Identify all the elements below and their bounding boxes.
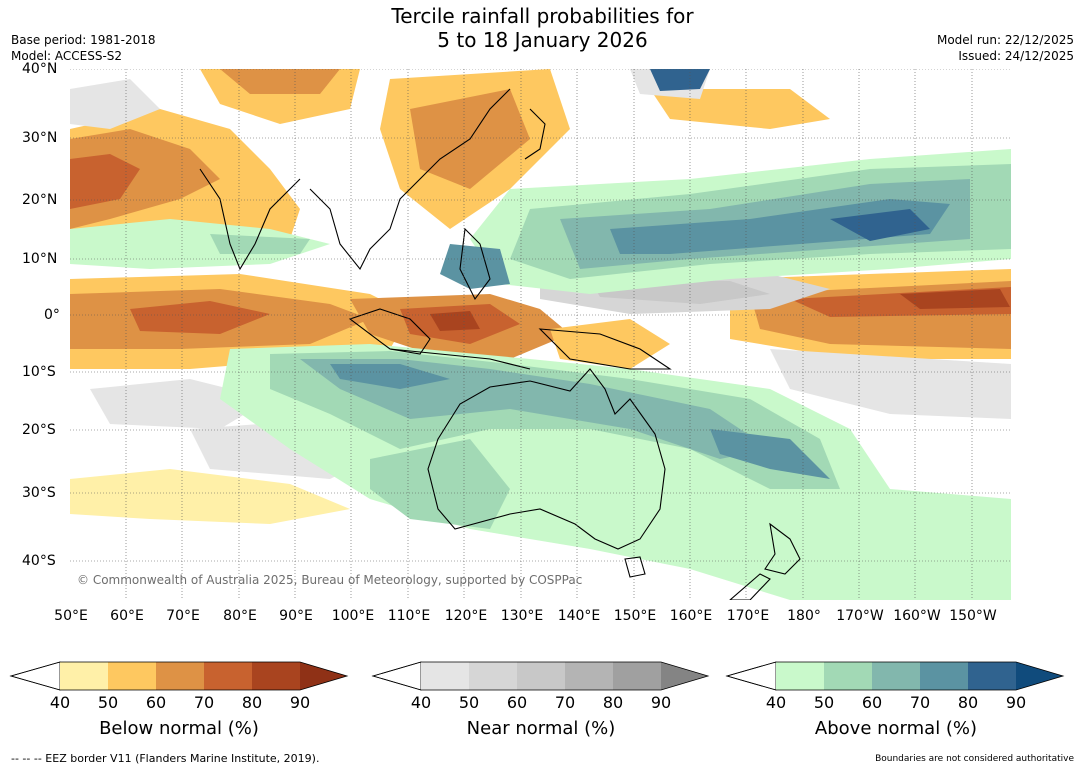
lon-label: 90°E	[279, 608, 313, 624]
tasmania-coast	[624, 556, 646, 578]
colorbar-near-segment	[613, 662, 661, 690]
rainfall-probability-map	[70, 69, 1011, 600]
colorbar-above-lower-arrow	[725, 661, 777, 691]
lat-label: 20°S	[22, 422, 56, 438]
lat-label: 30°S	[22, 485, 56, 501]
colorbar-near-upper-arrow	[661, 662, 708, 690]
coastlines	[199, 88, 801, 600]
colorbar-near-segment	[421, 662, 469, 690]
lon-label: 150°E	[613, 608, 657, 624]
colorbar-tick: 90	[289, 693, 311, 712]
lon-label: 60°E	[110, 608, 144, 624]
model-name: Model: ACCESS-S2	[11, 49, 123, 63]
base-period: Base period: 1981-2018	[11, 33, 156, 47]
below-normal-regions	[70, 69, 1011, 524]
colorbar-label-near: Near normal (%)	[466, 718, 616, 739]
colorbar-tick: 70	[193, 693, 215, 712]
colorbar-below-segment	[108, 662, 156, 690]
colorbar-below-segment	[252, 662, 300, 690]
colorbar-near-segment	[517, 662, 565, 690]
model-run: Model run: 22/12/2025	[936, 33, 1074, 47]
colorbar-below-upper-arrow	[300, 662, 347, 690]
colorbar-below-segment	[60, 662, 108, 690]
colorbar-tick: 40	[49, 693, 71, 712]
lon-label: 70°E	[166, 608, 200, 624]
colorbar-near-normal	[371, 661, 710, 691]
lat-label: 40°S	[22, 553, 56, 569]
lon-label: 170°E	[726, 608, 770, 624]
colorbar-tick: 40	[765, 693, 787, 712]
lon-label: 160°E	[669, 608, 713, 624]
colorbar-below-normal	[9, 661, 349, 691]
colorbar-label-above: Above normal (%)	[814, 718, 978, 739]
lon-label: 140°E	[557, 608, 601, 624]
colorbars	[9, 661, 1065, 691]
colorbar-below-lower-arrow	[9, 661, 61, 691]
colorbar-above-segment	[968, 662, 1016, 690]
issued-date: Issued: 24/12/2025	[958, 49, 1074, 63]
eez-border-note: -- -- -- EEZ border V11 (Flanders Marine…	[11, 752, 320, 765]
lon-label: 150°W	[949, 608, 997, 624]
new-zealand-south-coast	[729, 573, 771, 600]
lon-label: 80°E	[223, 608, 257, 624]
colorbar-near-segment	[565, 662, 613, 690]
india-coast	[199, 168, 301, 271]
copyright-notice: © Commonwealth of Australia 2025, Bureau…	[77, 573, 583, 587]
colorbar-above-normal	[725, 661, 1065, 691]
meta-left: Base period: 1981-2018 Model: ACCESS-S2	[11, 32, 156, 64]
lon-label: 160°W	[893, 608, 941, 624]
colorbar-tick: 50	[97, 693, 119, 712]
lat-label: 10°N	[22, 251, 58, 267]
colorbar-near-segment	[469, 662, 517, 690]
colorbar-tick: 60	[145, 693, 167, 712]
colorbar-below-segment	[204, 662, 252, 690]
colorbar-below-segment	[156, 662, 204, 690]
above-normal-regions	[70, 69, 1011, 600]
lat-label: 10°S	[22, 364, 56, 380]
colorbar-above-segment	[776, 662, 824, 690]
lon-label: 120°E	[444, 608, 488, 624]
lon-label: 110°E	[387, 608, 431, 624]
lon-label: 100°E	[331, 608, 375, 624]
colorbar-tick: 90	[650, 693, 672, 712]
colorbar-above-upper-arrow	[1016, 662, 1063, 690]
lat-label: 40°N	[22, 61, 58, 77]
colorbar-tick: 70	[554, 693, 576, 712]
southeast-asia-coast	[309, 88, 511, 271]
new-zealand-north-coast	[764, 522, 801, 575]
colorbar-above-segment	[920, 662, 968, 690]
map-gridlines	[70, 69, 1011, 600]
lon-label: 180°	[787, 608, 821, 624]
lat-label: 0°	[44, 307, 60, 323]
colorbar-above-segment	[824, 662, 872, 690]
chart-title: Tercile rainfall probabilities for 5 to …	[0, 4, 1085, 52]
australia-coast	[427, 368, 666, 550]
lat-label: 30°N	[22, 130, 58, 146]
japan-coast	[524, 108, 546, 160]
title-line-1: Tercile rainfall probabilities for	[391, 4, 694, 28]
colorbar-tick: 50	[813, 693, 835, 712]
boundaries-disclaimer: Boundaries are not considered authoritat…	[875, 754, 1074, 764]
lat-label: 20°N	[22, 192, 58, 208]
title-line-2: 5 to 18 January 2026	[437, 28, 648, 52]
colorbar-tick: 40	[410, 693, 432, 712]
philippines-coast	[459, 227, 491, 301]
lon-label: 130°E	[500, 608, 544, 624]
colorbar-tick: 60	[506, 693, 528, 712]
colorbar-tick: 70	[909, 693, 931, 712]
colorbar-tick: 50	[458, 693, 480, 712]
colorbar-tick: 80	[602, 693, 624, 712]
colorbar-tick: 60	[861, 693, 883, 712]
java-nusa-tenggara-coast	[389, 348, 531, 370]
colorbar-above-segment	[872, 662, 920, 690]
colorbar-tick: 80	[241, 693, 263, 712]
colorbar-label-below: Below normal (%)	[99, 718, 259, 739]
colorbar-near-lower-arrow	[371, 661, 422, 691]
colorbar-tick: 80	[957, 693, 979, 712]
lon-label: 170°W	[836, 608, 884, 624]
colorbar-tick: 90	[1005, 693, 1027, 712]
meta-right: Model run: 22/12/2025 Issued: 24/12/2025	[937, 32, 1074, 64]
lon-label: 50°E	[54, 608, 88, 624]
new-guinea-coast	[538, 328, 672, 370]
